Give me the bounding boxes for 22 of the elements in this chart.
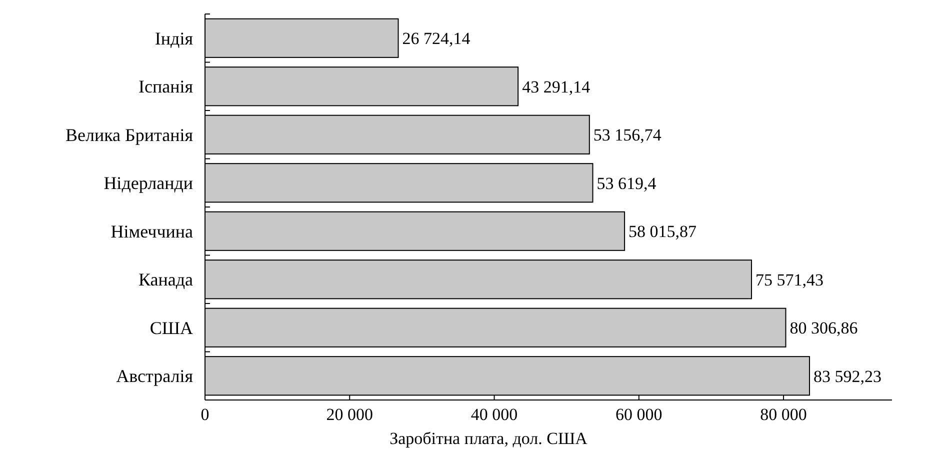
- y-tick-label: Індія: [154, 28, 193, 48]
- data-label: 83 592,23: [814, 366, 882, 386]
- y-tick-label: Велика Британія: [65, 124, 193, 145]
- x-tick-label: 20 000: [326, 405, 374, 424]
- data-label: 26 724,14: [402, 29, 471, 48]
- x-tick-label: 40 000: [470, 405, 518, 424]
- data-label: 58 015,87: [628, 222, 698, 242]
- y-tick-label: Нідерланди: [104, 173, 194, 194]
- data-label: 53 619,4: [596, 174, 657, 193]
- y-tick-label: Австралія: [116, 366, 193, 386]
- x-axis-title: Заробітна плата, дол. США: [390, 429, 588, 448]
- x-tick-label: 60 000: [616, 405, 662, 424]
- y-tick-label: Іспанія: [138, 76, 193, 97]
- x-tick-label: 80 000: [760, 405, 807, 424]
- data-label: 53 156,74: [593, 126, 662, 145]
- data-label: 75 571,43: [756, 270, 824, 290]
- x-tick-label: 0: [200, 405, 210, 424]
- data-label: 80 306,86: [790, 318, 858, 338]
- y-tick-label: США: [150, 318, 193, 338]
- y-tick-label: Канада: [138, 270, 194, 290]
- data-label: 43 291,14: [522, 77, 591, 96]
- y-tick-label: Німеччина: [110, 221, 194, 242]
